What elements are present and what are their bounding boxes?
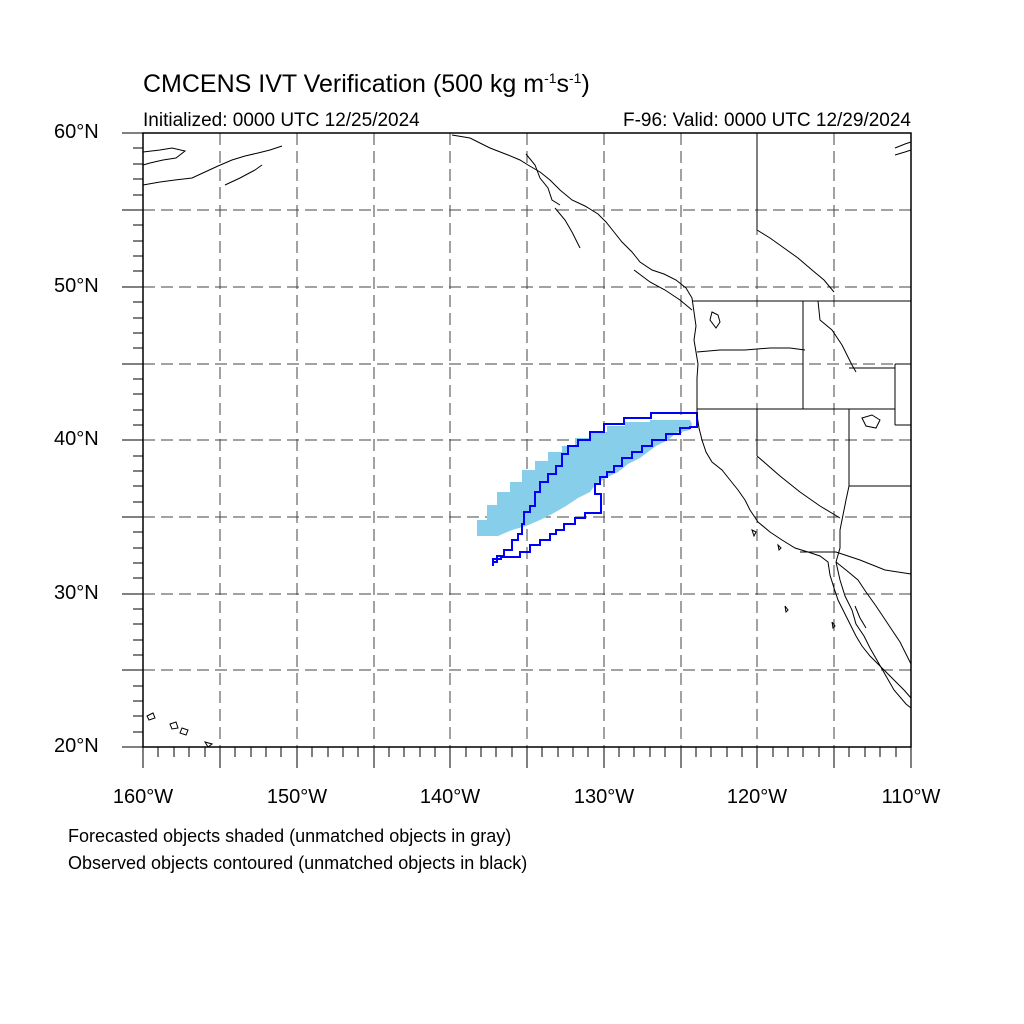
figure-title: CMCENS IVT Verification (500 kg m-1s-1) <box>143 70 590 99</box>
lon-label-140w: 140°W <box>419 786 481 808</box>
lat-label-50n: 50°N <box>54 275 99 297</box>
lat-label-60n: 60°N <box>54 121 99 143</box>
title-exp2: -1 <box>569 70 582 86</box>
map-gridlines <box>143 133 911 747</box>
title-end: ) <box>581 70 590 98</box>
lon-label-110w: 110°W <box>881 786 941 808</box>
lat-label-40n: 40°N <box>54 428 99 450</box>
title-mid: s <box>556 70 570 98</box>
lon-label-160w: 160°W <box>112 786 174 808</box>
lon-label-120w: 120°W <box>726 786 788 808</box>
lon-ticks-bottom <box>142 747 912 768</box>
lon-label-130w: 130°W <box>573 786 635 808</box>
title-exp1: -1 <box>544 70 557 86</box>
observed-ivt-contour <box>492 412 698 566</box>
title-main: CMCENS IVT Verification (500 kg m <box>143 70 545 98</box>
valid-time: F-96: Valid: 0000 UTC 12/29/2024 <box>623 110 911 131</box>
forecast-legend-note: Forecasted objects shaded (unmatched obj… <box>68 826 512 846</box>
coastlines <box>142 134 912 709</box>
observed-legend-note: Observed objects contoured (unmatched ob… <box>68 853 528 873</box>
lat-ticks-left <box>122 132 143 748</box>
political-boundaries <box>692 133 912 575</box>
islands <box>146 311 836 748</box>
initialized-time: Initialized: 0000 UTC 12/25/2024 <box>143 110 420 131</box>
lon-label-150w: 150°W <box>266 786 328 808</box>
lat-label-20n: 20°N <box>54 735 99 757</box>
lat-label-30n: 30°N <box>54 582 99 604</box>
